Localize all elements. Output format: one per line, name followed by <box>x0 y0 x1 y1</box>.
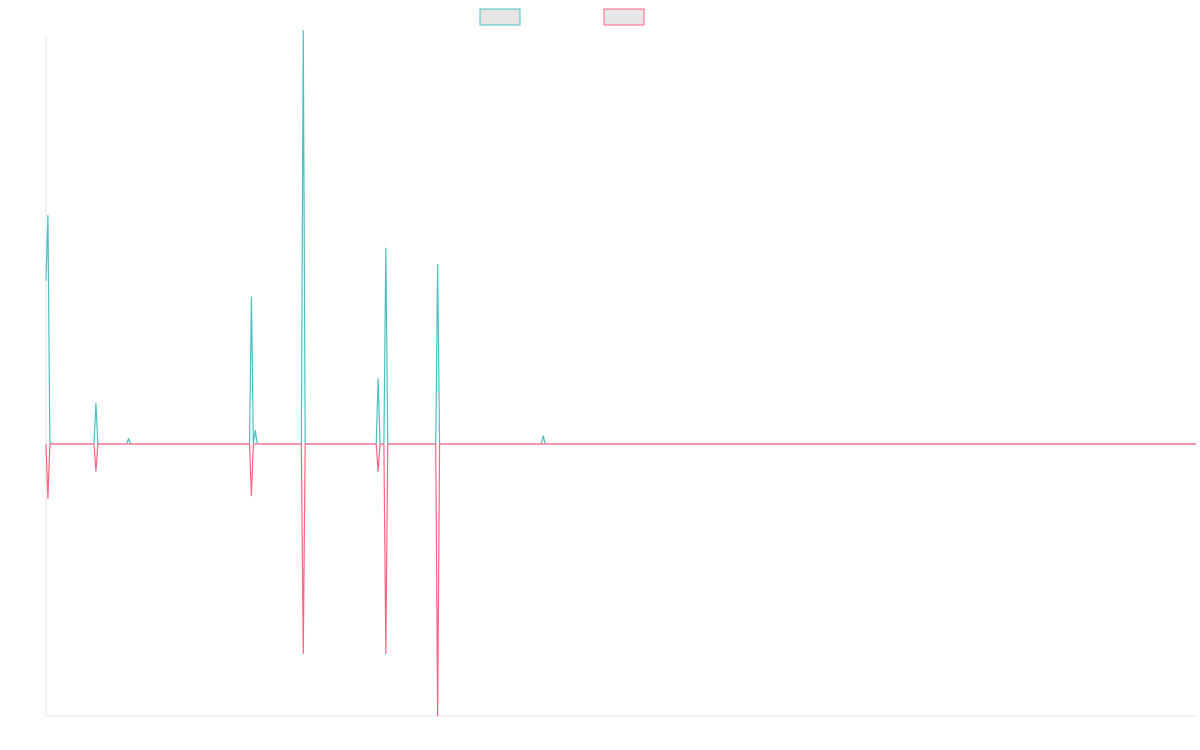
axes <box>45 36 1196 717</box>
legend-swatch-series-2[interactable] <box>603 8 645 26</box>
legend[interactable] <box>479 8 645 26</box>
series-layer <box>45 29 1196 717</box>
legend-swatch-series-1[interactable] <box>479 8 521 26</box>
series-line-1 <box>45 29 1196 445</box>
series-line-2 <box>45 443 1196 717</box>
